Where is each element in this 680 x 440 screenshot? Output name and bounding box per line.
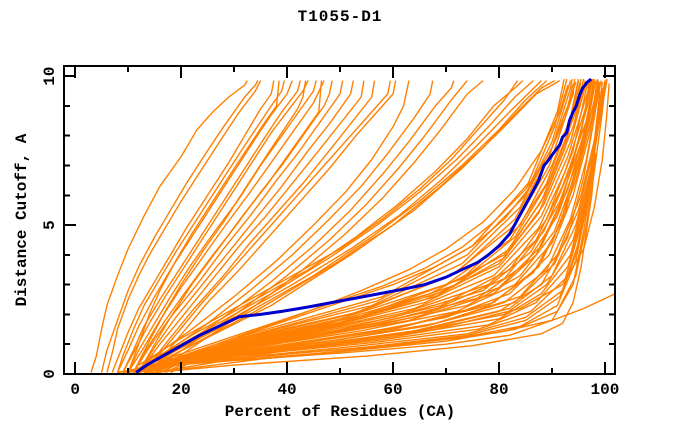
model-curve xyxy=(138,80,519,366)
highlighted-model-curve xyxy=(135,77,593,374)
model-curve xyxy=(149,293,615,374)
model-curve xyxy=(143,80,455,374)
model-curve xyxy=(143,153,597,374)
x-tick-label: 100 xyxy=(591,381,620,399)
model-curve xyxy=(154,80,542,363)
y-tick-label: 10 xyxy=(41,66,59,85)
model-curve xyxy=(122,80,309,373)
model-curve xyxy=(127,80,325,373)
model-curve xyxy=(100,80,259,373)
model-curve xyxy=(90,80,248,373)
model-curve xyxy=(132,80,344,373)
model-curve xyxy=(106,80,262,373)
model-curve xyxy=(159,78,573,374)
model-curve xyxy=(122,79,594,374)
x-tick-label: 20 xyxy=(171,381,190,399)
model-curve xyxy=(132,80,307,373)
tick-labels: 0 20 40 60 80 100 0 5 10 xyxy=(41,66,619,399)
model-curve xyxy=(127,80,317,373)
model-curve xyxy=(111,80,275,373)
model-curve xyxy=(117,85,606,374)
model-curve xyxy=(127,80,591,374)
x-tick-label: 0 xyxy=(70,381,80,399)
y-tick-label: 0 xyxy=(41,369,59,379)
x-tick-label: 60 xyxy=(383,381,402,399)
model-curve xyxy=(116,80,286,373)
model-curve xyxy=(170,78,565,374)
model-curve xyxy=(127,80,280,373)
x-tick-label: 80 xyxy=(489,381,508,399)
model-curve xyxy=(148,80,397,373)
model-curve xyxy=(138,80,323,373)
model-curve xyxy=(143,80,376,373)
model-curves xyxy=(90,78,615,374)
model-curve xyxy=(164,80,572,374)
model-curve xyxy=(154,83,610,374)
model-curve xyxy=(116,80,293,373)
x-tick-label: 40 xyxy=(277,381,296,399)
model-curve xyxy=(138,80,365,373)
model-curve xyxy=(132,80,410,374)
plot-title: T1055-D1 xyxy=(297,8,383,26)
x-axis-label: Percent of Residues (CA) xyxy=(224,403,456,421)
model-curve xyxy=(138,80,354,373)
model-curve xyxy=(170,79,561,357)
model-curve xyxy=(117,93,601,374)
model-curve xyxy=(159,80,548,360)
model-curve xyxy=(148,80,534,363)
model-curve xyxy=(138,80,434,374)
model-curve xyxy=(154,79,576,374)
model-curve xyxy=(143,80,524,366)
model-curve xyxy=(133,83,574,374)
model-curve xyxy=(122,80,301,373)
axis-ticks xyxy=(64,66,615,375)
y-tick-label: 5 xyxy=(41,220,59,230)
model-curve xyxy=(143,80,392,373)
y-axis-label: Distance Cutoff, A xyxy=(13,133,31,307)
